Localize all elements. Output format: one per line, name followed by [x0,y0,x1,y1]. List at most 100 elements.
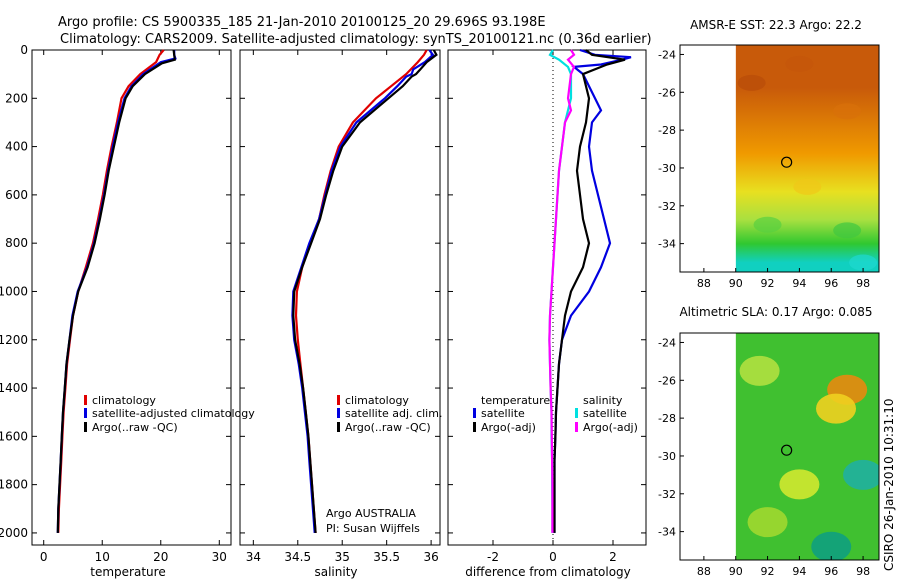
x-tick-label: 10 [95,550,110,564]
difference-panel: -2 0 2 [447,48,647,564]
y-tick-label: -26 [658,374,676,387]
y-tick-label: -30 [658,162,676,175]
figure-title-line2: Climatology: CARS2009. Satellite-adjuste… [60,32,652,47]
legend-label-sal-argo: Argo(-adj) [583,421,638,434]
legend-label-argo: Argo(..raw -QC) [92,421,178,434]
y-tick-label: 1200 [0,333,28,347]
x-tick-label: 94 [792,277,806,290]
sla-anomaly-blob [811,531,852,560]
legend-title-temperature: temperature [481,394,550,407]
y-tick-label: -32 [658,488,676,501]
legend-swatch-temp-satellite [473,408,476,418]
argo-program-label: Argo AUSTRALIA [326,507,416,520]
timestamp-side-label: CSIRO 26-Jan-2010 10:31:10 [882,399,896,571]
difference-legend: temperature satellite Argo(-adj) salinit… [481,394,638,434]
legend-label-climatology: climatology [345,394,409,407]
sla-anomaly-blob [779,469,820,500]
y-tick-label: 2000 [0,526,28,540]
y-tick-label: 1600 [0,429,28,443]
x-tick-label: 98 [856,277,870,290]
x-tick-label: -2 [487,550,499,564]
sla-anomaly-blob [747,507,788,538]
temperature-legend: climatology satellite-adjusted climatolo… [92,394,255,434]
legend-swatch-argo [337,422,340,432]
x-tick-label: 96 [824,277,838,290]
sst-map-panel: 88 90 92 94 96 98 -24 -26 -28 -30 -32 -34 [658,44,880,290]
salinity-legend: climatology satellite adj. clim. Argo(..… [326,394,442,535]
legend-swatch-sal-satellite [575,408,578,418]
x-tick-label: 94 [792,565,806,578]
x-tick-label: 92 [761,565,775,578]
legend-label-satellite: satellite adj. clim. [345,407,442,420]
sst-texture [833,222,862,239]
x-tick-label: 98 [856,565,870,578]
legend-swatch-satellite [84,408,87,418]
legend-swatch-satellite [337,408,340,418]
x-tick-label: 0 [40,550,48,564]
map-frame [679,332,880,561]
legend-swatch-sal-argo [575,422,578,432]
sst-texture [785,55,814,72]
series-line-salinity-argo-adj- [548,49,576,533]
y-tick-label: 1000 [0,284,28,298]
x-tick-label: 34.5 [284,550,311,564]
series-line-argo-raw-qc- [56,49,177,533]
plot-frame [447,49,647,546]
sla-map-title: Altimetric SLA: 0.17 Argo: 0.085 [679,305,872,319]
map-data-layer [735,45,879,272]
difference-xlabel: difference from climatology [465,565,631,579]
x-tick-label: 96 [824,565,838,578]
y-tick-label: 1800 [0,478,28,492]
sla-anomaly-blob [843,459,879,490]
plot-frame [31,49,232,546]
legend-label-temp-argo: Argo(-adj) [481,421,536,434]
y-tick-label: 800 [5,236,28,250]
x-tick-label: 88 [697,565,711,578]
map-data-layer [735,333,879,560]
x-tick-label: 34 [246,550,261,564]
sla-anomaly-blob [816,393,857,424]
y-tick-label: -34 [658,238,676,251]
series-line-argo-raw-qc- [292,49,438,533]
salinity-panel: 34 34.5 35 35.5 36 [239,49,441,564]
y-tick-label: -32 [658,200,676,213]
legend-label-argo: Argo(..raw -QC) [345,421,431,434]
x-tick-label: 35 [335,550,350,564]
x-tick-label: 0 [549,550,557,564]
legend-label-satellite: satellite-adjusted climatology [92,407,255,420]
sst-texture [753,216,782,233]
y-tick-label: 600 [5,188,28,202]
x-tick-label: 90 [729,277,743,290]
argo-pi-label: PI: Susan Wijffels [326,522,420,535]
legend-swatch-argo [84,422,87,432]
y-tick-label: -26 [658,86,676,99]
sst-texture [849,254,878,271]
y-tick-label: -28 [658,124,676,137]
y-tick-label: 1400 [0,381,28,395]
sla-map-panel: 88 90 92 94 96 98 -24 -26 -28 -30 -32 -34 [658,332,880,578]
sst-texture [833,103,862,120]
legend-label-temp-satellite: satellite [481,407,525,420]
sla-anomaly-blob [739,355,780,386]
legend-swatch-climatology [84,395,87,405]
sst-texture [793,178,822,195]
y-tick-label: -30 [658,450,676,463]
plot-frame [239,49,441,546]
legend-label-climatology: climatology [92,394,156,407]
legend-swatch-temp-argo [473,422,476,432]
y-tick-label: 200 [5,91,28,105]
y-tick-label: -34 [658,526,676,539]
x-tick-label: 2 [609,550,617,564]
y-tick-label: 400 [5,140,28,154]
sst-map-title: AMSR-E SST: 22.3 Argo: 22.2 [690,18,862,32]
y-tick-label: -24 [658,336,676,349]
figure-title-line1: Argo profile: CS 5900335_185 21-Jan-2010… [58,15,546,30]
x-tick-label: 88 [697,277,711,290]
salinity-xlabel: salinity [314,565,357,579]
x-tick-label: 35.5 [373,550,400,564]
x-tick-label: 90 [729,565,743,578]
sst-texture [737,74,766,91]
float-location-marker [781,444,793,456]
legend-swatch-climatology [337,395,340,405]
